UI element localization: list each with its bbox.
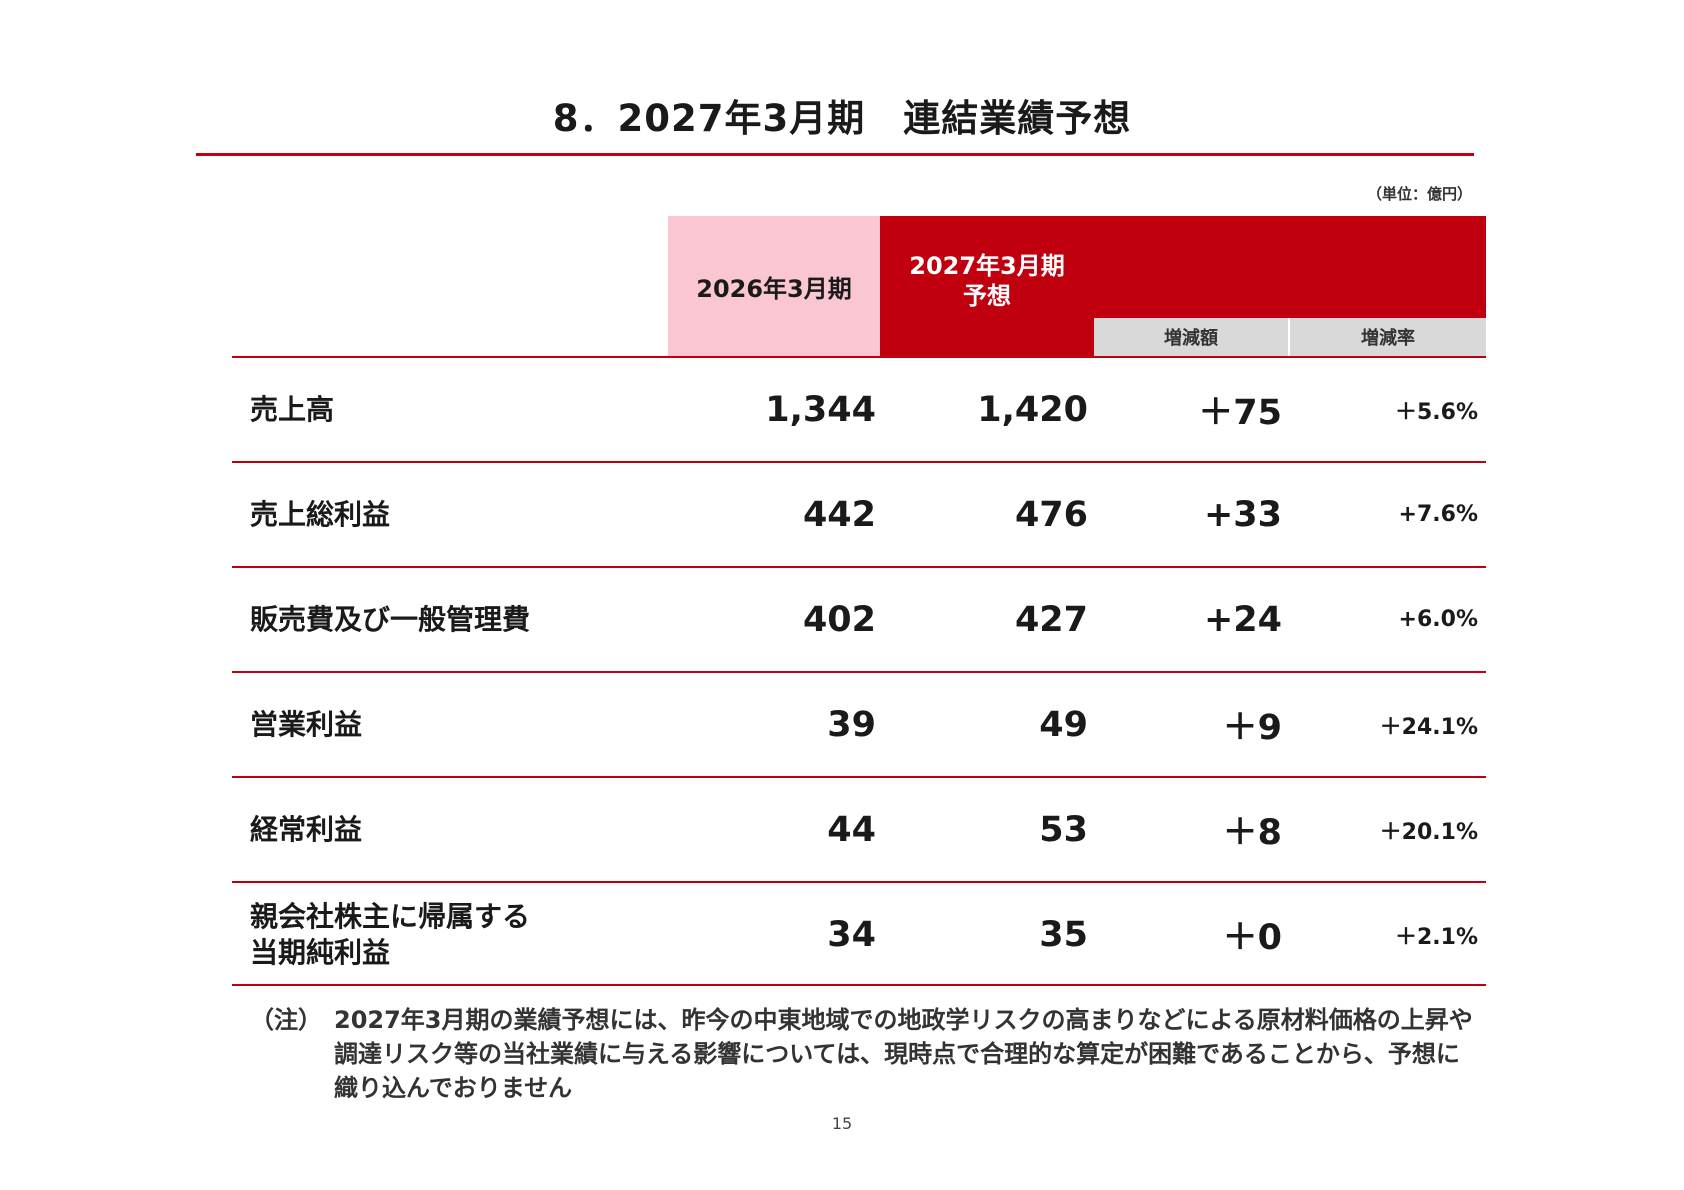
row-label: 売上総利益: [250, 497, 391, 531]
value-change: ＋8: [1222, 813, 1282, 853]
value-rate: +7.6%: [1398, 502, 1478, 527]
header-forecast-label: 予想: [963, 282, 1011, 310]
table-row-sga: 販売費及び一般管理費 402 427 +24 +6.0%: [232, 566, 1486, 671]
value-prev: 39: [827, 704, 876, 745]
table-row-operating-profit: 営業利益 39 49 ＋9 ＋24.1%: [232, 671, 1486, 776]
footnote-label: （注）: [250, 1006, 322, 1034]
row-label: 経常利益: [250, 812, 363, 846]
page-number: 15: [831, 1114, 853, 1133]
value-change: ＋0: [1222, 918, 1282, 958]
table-row-net-income: 親会社株主に帰属する 当期純利益 34 35 ＋0 ＋2.1%: [232, 881, 1486, 986]
value-rate: ＋5.6%: [1394, 399, 1478, 425]
table-row-sales: 売上高 1,344 1,420 ＋75 ＋5.6%: [232, 356, 1486, 461]
value-forecast: 427: [1014, 599, 1088, 640]
value-rate: ＋24.1%: [1379, 714, 1478, 740]
value-rate: ＋2.1%: [1394, 924, 1478, 950]
row-label: 売上高: [250, 392, 335, 426]
value-prev: 402: [802, 599, 876, 640]
value-rate: ＋20.1%: [1379, 819, 1478, 845]
value-change: ＋9: [1222, 708, 1282, 748]
row-label: 親会社株主に帰属する 当期純利益: [250, 883, 650, 986]
header-forecast-period: 2027年3月期: [909, 252, 1065, 280]
value-forecast: 53: [1039, 809, 1088, 850]
header-change-group: [1094, 216, 1486, 318]
value-forecast: 49: [1039, 704, 1088, 745]
header-forecast: 2027年3月期 予想: [880, 216, 1094, 356]
footnote-text: 2027年3月期の業績予想には、昨今の中東地域での地政学リスクの高まりなどによる…: [334, 1006, 1473, 1102]
title-divider: [196, 153, 1474, 156]
value-prev: 34: [827, 914, 876, 955]
value-change: ＋75: [1198, 393, 1282, 433]
table-row-ordinary-profit: 経常利益 44 53 ＋8 ＋20.1%: [232, 776, 1486, 881]
value-prev: 44: [827, 809, 876, 850]
value-forecast: 1,420: [977, 389, 1088, 430]
value-change: +24: [1203, 599, 1282, 640]
header-prev-period: 2026年3月期: [668, 216, 880, 356]
page-title: 8．2027年3月期 連結業績予想: [552, 97, 1132, 140]
value-prev: 1,344: [765, 389, 876, 430]
header-divider: [1288, 318, 1290, 356]
value-change: +33: [1203, 494, 1282, 535]
row-label: 販売費及び一般管理費: [250, 602, 531, 636]
footnote: （注） 2027年3月期の業績予想には、昨今の中東地域での地政学リスクの高まりな…: [250, 1003, 1480, 1105]
header-change-rate: 増減率: [1290, 318, 1486, 356]
value-forecast: 35: [1039, 914, 1088, 955]
row-label-line2: 当期純利益: [250, 935, 391, 969]
value-rate: +6.0%: [1398, 607, 1478, 632]
value-forecast: 476: [1014, 494, 1088, 535]
row-label-line1: 親会社株主に帰属する: [250, 899, 531, 933]
header-change-amount: 増減額: [1094, 318, 1288, 356]
table-row-gross-profit: 売上総利益 442 476 +33 +7.6%: [232, 461, 1486, 566]
value-prev: 442: [802, 494, 876, 535]
unit-label: （単位：億円）: [1366, 185, 1472, 203]
row-label: 営業利益: [250, 707, 363, 741]
